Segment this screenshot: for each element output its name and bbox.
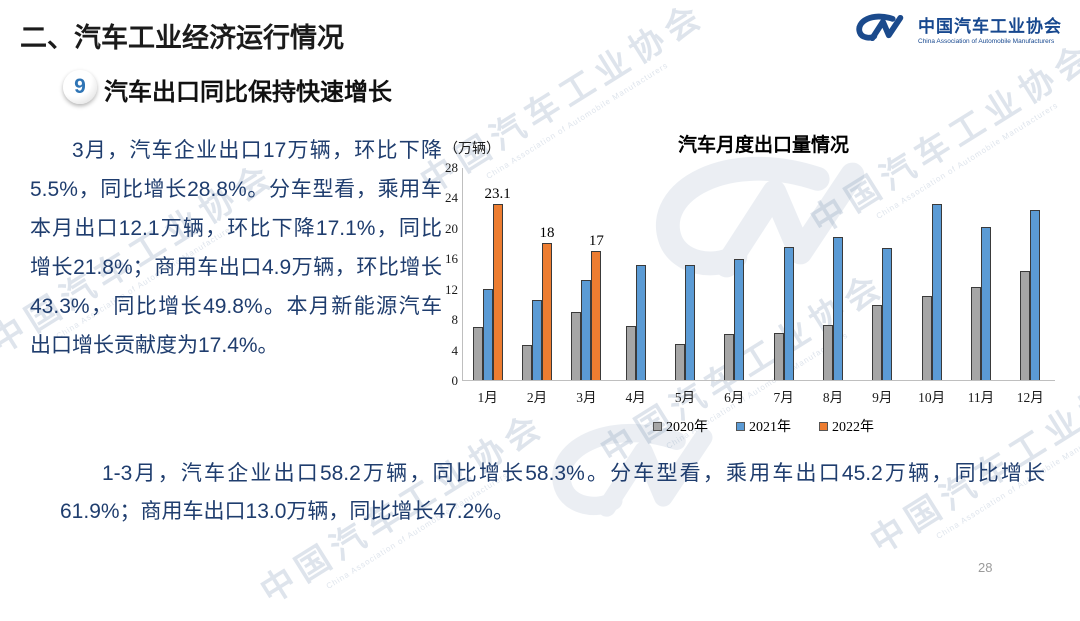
bar (931, 203, 942, 380)
y-tick-label: 0 (451, 373, 459, 388)
caam-logo-name-en: China Association of Automobile Manufact… (918, 37, 1055, 45)
chart-y-axis: 0 4 8 12 16 20 24 28 (440, 161, 460, 387)
legend-label: 2021年 (749, 420, 791, 435)
legend-swatch-icon (819, 421, 828, 431)
x-tick-label: 10月 (918, 390, 946, 405)
y-tick-label: 12 (445, 281, 458, 297)
bar-group: 17 3月 (562, 168, 611, 405)
x-tick-label: 12月 (1016, 390, 1044, 405)
x-tick-label: 11月 (967, 390, 995, 405)
bar-data-label: 18 (539, 225, 555, 242)
chart-legend: 2020年 2021年 2022年 (462, 416, 1065, 436)
legend-item: 2021年 (736, 416, 791, 436)
paragraph-quarter-summary: 1-3月，汽车企业出口58.2万辆，同比增长58.3%。分车型看，乘用车出口45… (60, 462, 1045, 523)
x-tick-label: 4月 (625, 390, 646, 405)
bar-group: 23.1 1月 (463, 168, 512, 405)
bar-group: 10月 (907, 168, 956, 405)
bar (581, 279, 592, 380)
legend-item: 2022年 (819, 416, 874, 436)
bar (783, 246, 794, 380)
bar (773, 332, 784, 380)
legend-swatch-icon (736, 421, 745, 431)
legend-label: 2022年 (832, 420, 874, 435)
y-tick-label: 24 (445, 190, 458, 206)
bar (872, 304, 883, 380)
monthly-export-chart: （万辆） 汽车月度出口量情况 0 4 8 12 16 20 24 28 23.1 1月 18 2月 1… (440, 128, 1065, 443)
bar (684, 265, 695, 380)
bar (674, 343, 685, 380)
y-tick-label: 4 (451, 342, 459, 358)
bar (921, 296, 932, 380)
bar (970, 287, 981, 380)
x-tick-label: 3月 (576, 390, 597, 405)
section-title: 二、汽车工业经济运行情况 (20, 23, 344, 53)
slide-number-badge: 9 (63, 70, 97, 104)
y-tick-label: 20 (445, 220, 458, 236)
bar (531, 300, 542, 380)
bar-group: 6月 (710, 168, 759, 405)
bar (724, 333, 735, 380)
bar: 18 (539, 225, 554, 380)
bar-group: 4月 (611, 168, 660, 405)
y-tick-label: 8 (451, 312, 459, 328)
caam-logo-name-cn: 中国汽车工业协会 (918, 16, 1062, 36)
chart-unit-label: （万辆） (444, 140, 500, 156)
x-tick-label: 2月 (526, 390, 548, 405)
y-tick-label: 16 (445, 251, 458, 267)
bar (571, 311, 582, 380)
bar-data-label: 23.1 (484, 186, 511, 203)
x-tick-label: 8月 (822, 390, 844, 405)
page-number: 28 (978, 560, 993, 575)
bar (1020, 271, 1031, 380)
legend-item: 2020年 (653, 416, 708, 436)
bar-group: 11月 (956, 168, 1005, 405)
caam-logo: 中国汽车工业协会 China Association of Automobile… (853, 10, 1062, 46)
bar (734, 259, 745, 380)
bar (882, 247, 893, 380)
caam-logo-mark-icon (856, 13, 904, 42)
x-tick-label: 7月 (773, 390, 794, 405)
bar-group: 5月 (660, 168, 709, 405)
bar (635, 265, 646, 380)
bar (980, 227, 991, 380)
bar (822, 325, 833, 380)
bar (625, 326, 636, 380)
bar-group: 12月 (1006, 168, 1055, 405)
plot-area: 23.1 1月 18 2月 17 3月 4月 5月 6月 7月 8月 9月 10月 11月 12月 (462, 168, 1055, 405)
chart-title: 汽车月度出口量情况 (677, 135, 849, 156)
legend-label: 2020年 (666, 420, 708, 435)
x-tick-label: 6月 (724, 390, 745, 405)
x-tick-label: 1月 (477, 390, 498, 405)
slide-subtitle: 汽车出口同比保持快速增长 (104, 79, 392, 106)
bar (482, 288, 493, 380)
x-tick-label: 9月 (872, 390, 893, 405)
legend-swatch-icon (653, 421, 662, 431)
bar-group: 18 2月 (512, 168, 561, 405)
bar-group: 8月 (808, 168, 857, 405)
bar-group: 9月 (858, 168, 907, 405)
paragraph-monthly-export: 3月，汽车企业出口17万辆，环比下降5.5%，同比增长28.8%。分车型看，乘用… (30, 139, 442, 357)
bar: 17 (589, 233, 604, 380)
bar-group: 7月 (759, 168, 808, 405)
bar (1030, 210, 1041, 380)
bar (472, 326, 483, 380)
bar (521, 345, 532, 380)
y-tick-label: 28 (445, 160, 458, 175)
bar: 23.1 (485, 186, 511, 380)
x-tick-label: 5月 (674, 390, 696, 405)
bar-data-label: 17 (588, 232, 604, 249)
bar (832, 237, 843, 380)
